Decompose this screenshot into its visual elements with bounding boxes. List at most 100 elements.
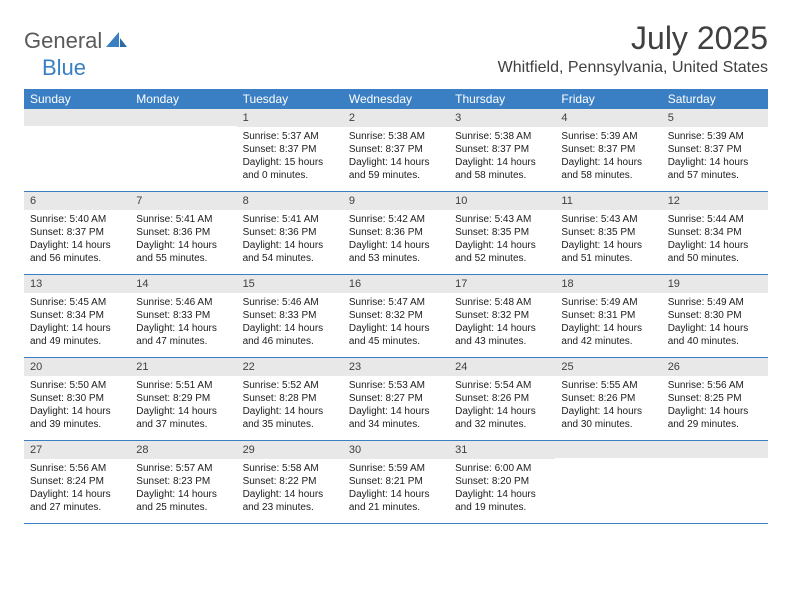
- week-row: 13Sunrise: 5:45 AMSunset: 8:34 PMDayligh…: [24, 275, 768, 358]
- daylight-text-1: Daylight: 14 hours: [455, 239, 549, 252]
- day-number: 1: [237, 109, 343, 127]
- sunrise-text: Sunrise: 5:41 AM: [136, 213, 230, 226]
- daylight-text-1: Daylight: 14 hours: [668, 322, 762, 335]
- sunset-text: Sunset: 8:35 PM: [561, 226, 655, 239]
- daylight-text-1: Daylight: 14 hours: [349, 405, 443, 418]
- daylight-text-2: and 54 minutes.: [243, 252, 337, 265]
- daylight-text-1: Daylight: 14 hours: [30, 322, 124, 335]
- sunrise-text: Sunrise: 5:49 AM: [668, 296, 762, 309]
- week-row: 20Sunrise: 5:50 AMSunset: 8:30 PMDayligh…: [24, 358, 768, 441]
- day-content: Sunrise: 5:40 AMSunset: 8:37 PMDaylight:…: [24, 210, 130, 271]
- day-content: Sunrise: 5:42 AMSunset: 8:36 PMDaylight:…: [343, 210, 449, 271]
- day-number: 16: [343, 275, 449, 293]
- daylight-text-1: Daylight: 15 hours: [243, 156, 337, 169]
- daylight-text-2: and 50 minutes.: [668, 252, 762, 265]
- sunrise-text: Sunrise: 5:48 AM: [455, 296, 549, 309]
- week-row: 1Sunrise: 5:37 AMSunset: 8:37 PMDaylight…: [24, 109, 768, 192]
- day-content: Sunrise: 5:43 AMSunset: 8:35 PMDaylight:…: [449, 210, 555, 271]
- sunset-text: Sunset: 8:37 PM: [30, 226, 124, 239]
- day-cell-15: 15Sunrise: 5:46 AMSunset: 8:33 PMDayligh…: [237, 275, 343, 357]
- sunrise-text: Sunrise: 5:56 AM: [30, 462, 124, 475]
- day-content: Sunrise: 5:39 AMSunset: 8:37 PMDaylight:…: [662, 127, 768, 188]
- day-content: Sunrise: 5:51 AMSunset: 8:29 PMDaylight:…: [130, 376, 236, 437]
- day-cell-27: 27 Sunrise: 5:56 AMSunset: 8:24 PMDayligh…: [24, 441, 130, 523]
- sunrise-text: Sunrise: 5:56 AM: [668, 379, 762, 392]
- day-cell-21: 21Sunrise: 5:51 AMSunset: 8:29 PMDayligh…: [130, 358, 236, 440]
- day-content: Sunrise: 5:49 AMSunset: 8:31 PMDaylight:…: [555, 293, 661, 354]
- sunrise-text: Sunrise: 5:49 AM: [561, 296, 655, 309]
- daylight-text-2: and 52 minutes.: [455, 252, 549, 265]
- day-cell-14: 14Sunrise: 5:46 AMSunset: 8:33 PMDayligh…: [130, 275, 236, 357]
- daylight-text-1: Daylight: 14 hours: [349, 239, 443, 252]
- sunset-text: Sunset: 8:37 PM: [243, 143, 337, 156]
- daylight-text-2: and 19 minutes.: [455, 501, 549, 514]
- sunset-text: Sunset: 8:37 PM: [668, 143, 762, 156]
- sunset-text: Sunset: 8:24 PM: [30, 475, 124, 488]
- day-cell-3: 3Sunrise: 5:38 AMSunset: 8:37 PMDaylight…: [449, 109, 555, 191]
- sunset-text: Sunset: 8:32 PM: [349, 309, 443, 322]
- day-number: [130, 109, 236, 126]
- weekday-monday: Monday: [130, 89, 236, 109]
- daylight-text-2: and 42 minutes.: [561, 335, 655, 348]
- daylight-text-1: Daylight: 14 hours: [30, 239, 124, 252]
- day-content: Sunrise: 5:41 AMSunset: 8:36 PMDaylight:…: [237, 210, 343, 271]
- daylight-text-2: and 53 minutes.: [349, 252, 443, 265]
- sunrise-text: Sunrise: 5:40 AM: [30, 213, 124, 226]
- daylight-text-2: and 47 minutes.: [136, 335, 230, 348]
- daylight-text-1: Daylight: 14 hours: [243, 239, 337, 252]
- day-content: Sunrise: 5:38 AMSunset: 8:37 PMDaylight:…: [449, 127, 555, 188]
- sunset-text: Sunset: 8:28 PM: [243, 392, 337, 405]
- day-number: 7: [130, 192, 236, 210]
- day-cell-24: 24Sunrise: 5:54 AMSunset: 8:26 PMDayligh…: [449, 358, 555, 440]
- daylight-text-2: and 56 minutes.: [30, 252, 124, 265]
- day-cell-22: 22Sunrise: 5:52 AMSunset: 8:28 PMDayligh…: [237, 358, 343, 440]
- day-content: Sunrise: 5:41 AMSunset: 8:36 PMDaylight:…: [130, 210, 236, 271]
- daylight-text-2: and 29 minutes.: [668, 418, 762, 431]
- day-number: 25: [555, 358, 661, 376]
- day-number: [555, 441, 661, 458]
- sunset-text: Sunset: 8:37 PM: [455, 143, 549, 156]
- day-number: 13: [24, 275, 130, 293]
- daylight-text-2: and 58 minutes.: [455, 169, 549, 182]
- weekday-header-row: SundayMondayTuesdayWednesdayThursdayFrid…: [24, 89, 768, 109]
- daylight-text-2: and 49 minutes.: [30, 335, 124, 348]
- daylight-text-1: Daylight: 14 hours: [243, 405, 337, 418]
- sunrise-text: Sunrise: 5:39 AM: [668, 130, 762, 143]
- day-number: [662, 441, 768, 458]
- day-cell-23: 23Sunrise: 5:53 AMSunset: 8:27 PMDayligh…: [343, 358, 449, 440]
- sunrise-text: Sunrise: 5:53 AM: [349, 379, 443, 392]
- sunset-text: Sunset: 8:37 PM: [561, 143, 655, 156]
- day-cell-25: 25Sunrise: 5:55 AMSunset: 8:26 PMDayligh…: [555, 358, 661, 440]
- sunset-text: Sunset: 8:36 PM: [243, 226, 337, 239]
- day-number: 27: [24, 441, 130, 459]
- day-number: 8: [237, 192, 343, 210]
- day-content: Sunrise: 5:58 AMSunset: 8:22 PMDaylight:…: [237, 459, 343, 520]
- daylight-text-2: and 34 minutes.: [349, 418, 443, 431]
- daylight-text-2: and 43 minutes.: [455, 335, 549, 348]
- day-cell-7: 7Sunrise: 5:41 AMSunset: 8:36 PMDaylight…: [130, 192, 236, 274]
- daylight-text-1: Daylight: 14 hours: [136, 405, 230, 418]
- sunrise-text: Sunrise: 5:51 AM: [136, 379, 230, 392]
- daylight-text-1: Daylight: 14 hours: [561, 156, 655, 169]
- day-number: 19: [662, 275, 768, 293]
- daylight-text-2: and 37 minutes.: [136, 418, 230, 431]
- day-cell-19: 19Sunrise: 5:49 AMSunset: 8:30 PMDayligh…: [662, 275, 768, 357]
- day-content: Sunrise: 5:53 AMSunset: 8:27 PMDaylight:…: [343, 376, 449, 437]
- daylight-text-1: Daylight: 14 hours: [30, 488, 124, 501]
- day-cell-5: 5Sunrise: 5:39 AMSunset: 8:37 PMDaylight…: [662, 109, 768, 191]
- day-content: Sunrise: 5:59 AMSunset: 8:21 PMDaylight:…: [343, 459, 449, 520]
- day-content: [24, 126, 130, 186]
- day-content: Sunrise: 5:44 AMSunset: 8:34 PMDaylight:…: [662, 210, 768, 271]
- daylight-text-1: Daylight: 14 hours: [561, 322, 655, 335]
- day-number: 22: [237, 358, 343, 376]
- sunset-text: Sunset: 8:37 PM: [349, 143, 443, 156]
- sunrise-text: Sunrise: 5:41 AM: [243, 213, 337, 226]
- sunset-text: Sunset: 8:30 PM: [30, 392, 124, 405]
- location-text: Whitfield, Pennsylvania, United States: [498, 59, 768, 77]
- day-content: [662, 458, 768, 518]
- day-content: Sunrise: 5:52 AMSunset: 8:28 PMDaylight:…: [237, 376, 343, 437]
- day-content: Sunrise: 5:47 AMSunset: 8:32 PMDaylight:…: [343, 293, 449, 354]
- sunset-text: Sunset: 8:31 PM: [561, 309, 655, 322]
- logo: General: [24, 28, 130, 54]
- day-cell-29: 29Sunrise: 5:58 AMSunset: 8:22 PMDayligh…: [237, 441, 343, 523]
